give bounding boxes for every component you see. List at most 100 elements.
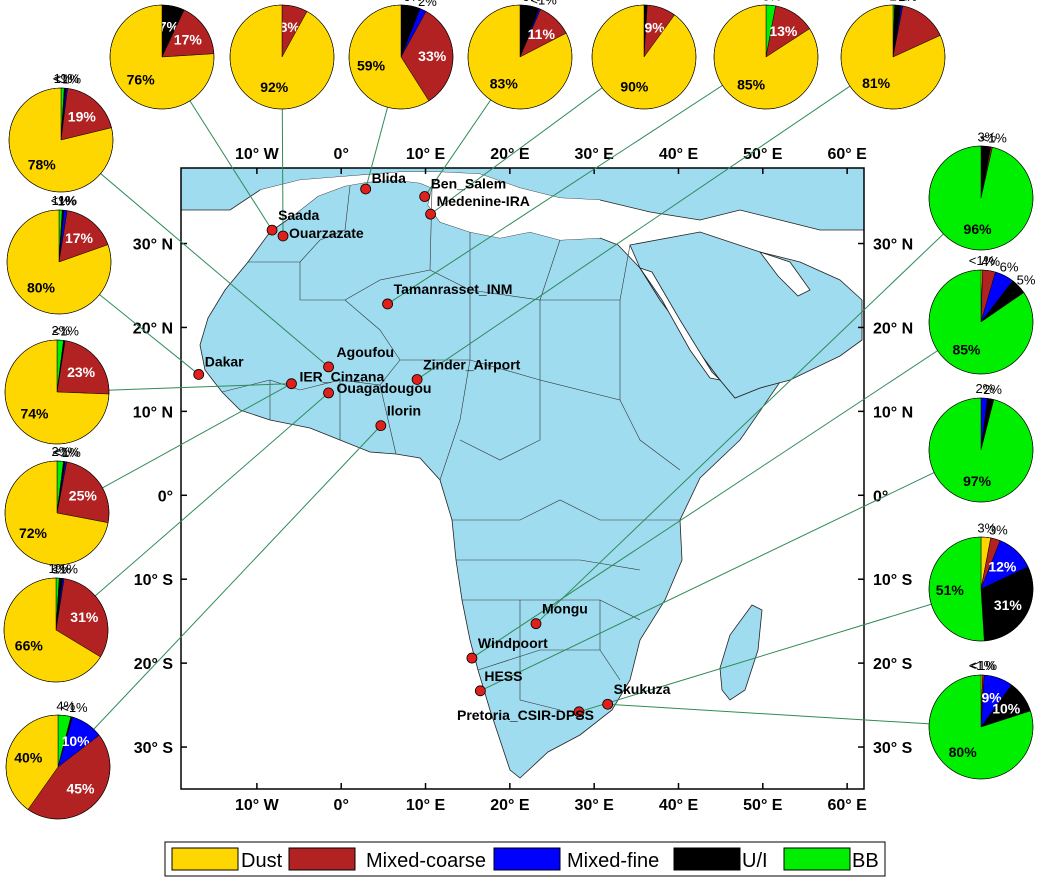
- lon-tick-label-bottom: 10° W: [235, 797, 280, 814]
- legend-swatch-bb: [783, 847, 851, 871]
- lon-tick-label-top: 10° E: [406, 146, 446, 163]
- station-marker-ilorin: [375, 420, 387, 432]
- pie-label: 1%: [54, 71, 73, 86]
- madagascar: [719, 604, 763, 701]
- pie-outline: [348, 4, 454, 110]
- red-sea: [638, 267, 722, 381]
- pie-outline: [928, 674, 1034, 780]
- lat-tick-label-left: 0°: [158, 488, 173, 505]
- station-marker-pretoria_csir-dpss: [573, 706, 585, 718]
- pie-label: 9%: [644, 20, 665, 36]
- station-marker-ier_cinzana: [286, 378, 297, 390]
- pie-label: 19%: [68, 109, 97, 125]
- pie-label: 76%: [127, 72, 156, 88]
- legend: Dust Mixed-coarse Mixed-fine U/I BB: [164, 841, 886, 877]
- connector-windpoort: [471, 321, 982, 659]
- pie-label: 59%: [357, 58, 386, 74]
- lat-tick-label-right: 30° S: [873, 740, 913, 757]
- lon-tick-label-bottom: 50° E: [743, 797, 783, 814]
- station-marker-windpoort: [466, 652, 478, 664]
- pie-label: 1%: [49, 561, 68, 576]
- connector-tamanrasset_inm: [387, 56, 767, 305]
- pie-label: 1%: [57, 193, 76, 208]
- station-label-windpoort: Windpoort: [478, 635, 548, 651]
- pie-outline: [8, 87, 114, 193]
- pie-ouarzazate: 8% 92%: [229, 4, 335, 110]
- pie-label: 6%: [403, 0, 422, 4]
- lat-tick-label-left: 20° N: [133, 320, 173, 337]
- lon-tick-label-bottom: 0°: [334, 797, 349, 814]
- pie-hess: 2%2% 97%: [928, 381, 1034, 503]
- map-frame: [180, 167, 865, 790]
- station-label-ouagadougou: Ouagadougou: [337, 380, 432, 396]
- lat-tick-label-right: 10° S: [873, 572, 913, 589]
- pie-label: 17%: [174, 31, 203, 47]
- station-marker-saada: [266, 224, 278, 236]
- station-label-blida: Blida: [372, 170, 406, 186]
- pie-outline: [6, 209, 112, 315]
- lat-tick-label-right: 10° N: [873, 404, 913, 421]
- pie-label: 10%: [992, 701, 1021, 717]
- pie-mongu: 3%<1% 96%: [928, 129, 1034, 251]
- pie-label: 10%: [62, 733, 91, 749]
- pie-pretoria_csir-dpss: 3%3% 12% 31% 51%: [928, 520, 1034, 642]
- pie-label: 66%: [15, 637, 44, 653]
- pie-label: 31%: [70, 609, 99, 625]
- station-marker-agoufou: [323, 361, 334, 373]
- pie-label: <1%: [969, 658, 996, 673]
- pie-label: 25%: [69, 487, 98, 503]
- pie-label: 2%: [418, 0, 437, 9]
- pie-label: 72%: [19, 525, 48, 541]
- station-label-medenine-ira: Medenine-IRA: [437, 193, 530, 209]
- pie-agoufou: 1%<1%<1%19%78%: [8, 71, 114, 193]
- pie-label: <1%: [52, 562, 79, 577]
- pie-label: 90%: [620, 79, 649, 95]
- pie-label: 4%: [56, 698, 75, 713]
- station-marker-ouagadougou: [323, 387, 334, 399]
- pie-label: 80%: [27, 279, 56, 295]
- pie-label: 2%: [889, 0, 908, 3]
- pie-label: 1%: [52, 561, 71, 576]
- station-label-saada: Saada: [278, 207, 319, 223]
- station-label-pretoria_csir-dpss: Pretoria_CSIR-DPSS: [457, 707, 594, 723]
- pie-blida: 6%2% 33% 59%: [348, 0, 454, 110]
- lat-tick-label-left: 10° S: [134, 572, 174, 589]
- pie-label: 33%: [418, 48, 447, 64]
- lat-tick-label-left: 10° N: [133, 404, 173, 421]
- pie-label: <1%: [53, 71, 80, 86]
- pie-label: <1%: [53, 324, 80, 339]
- pie-label: 3%: [762, 0, 781, 3]
- pie-outline: [109, 4, 215, 110]
- pie-ilorin_66: 1%1%<1%31%66%: [3, 561, 109, 683]
- pie-outline: [928, 145, 1034, 251]
- pie-label: 97%: [963, 473, 992, 489]
- lat-tick-label-right: 0°: [873, 488, 888, 505]
- pie-outline: [840, 4, 946, 110]
- pie-outline: [713, 4, 819, 110]
- connector-mongu: [535, 197, 982, 625]
- lon-tick-label-top: 20° E: [490, 146, 530, 163]
- station-label-dakar: Dakar: [205, 353, 244, 369]
- pie-label: <1%: [971, 658, 998, 673]
- map: 10° W 10° W 0° 0° 10° E 10° E 20° E 20° E 30° E 3…: [55, 56, 982, 814]
- pie-outline: [229, 4, 335, 110]
- lat-tick-label-left: 30° N: [133, 237, 173, 254]
- pie-label: <1%: [969, 253, 996, 268]
- pie-outline: [928, 269, 1034, 375]
- lon-tick-label-top: 60° E: [827, 146, 867, 163]
- pie-saada: 7%17%76%: [109, 4, 215, 110]
- pie-label: 3%: [989, 522, 1008, 537]
- station-label-zinder_airport: Zinder_Airport: [423, 356, 521, 372]
- pie-label: 85%: [737, 76, 766, 92]
- pie-ilorin: 4%<1% 10% 45% 40%: [5, 698, 111, 820]
- pie-zinder_airport: <1%2%<1% 81%: [840, 0, 946, 110]
- pie-outline: [3, 577, 109, 683]
- legend-swatch-mixed-fine: [493, 847, 561, 871]
- pie-label: 96%: [964, 221, 993, 237]
- pie-outline: [591, 4, 697, 110]
- pie-label: 2%: [983, 382, 1002, 397]
- pie-label: 1%: [52, 193, 71, 208]
- legend-swatch-dust: [171, 847, 239, 871]
- station-label-ilorin: Ilorin: [387, 403, 421, 419]
- mediterranean-sea: [260, 172, 600, 240]
